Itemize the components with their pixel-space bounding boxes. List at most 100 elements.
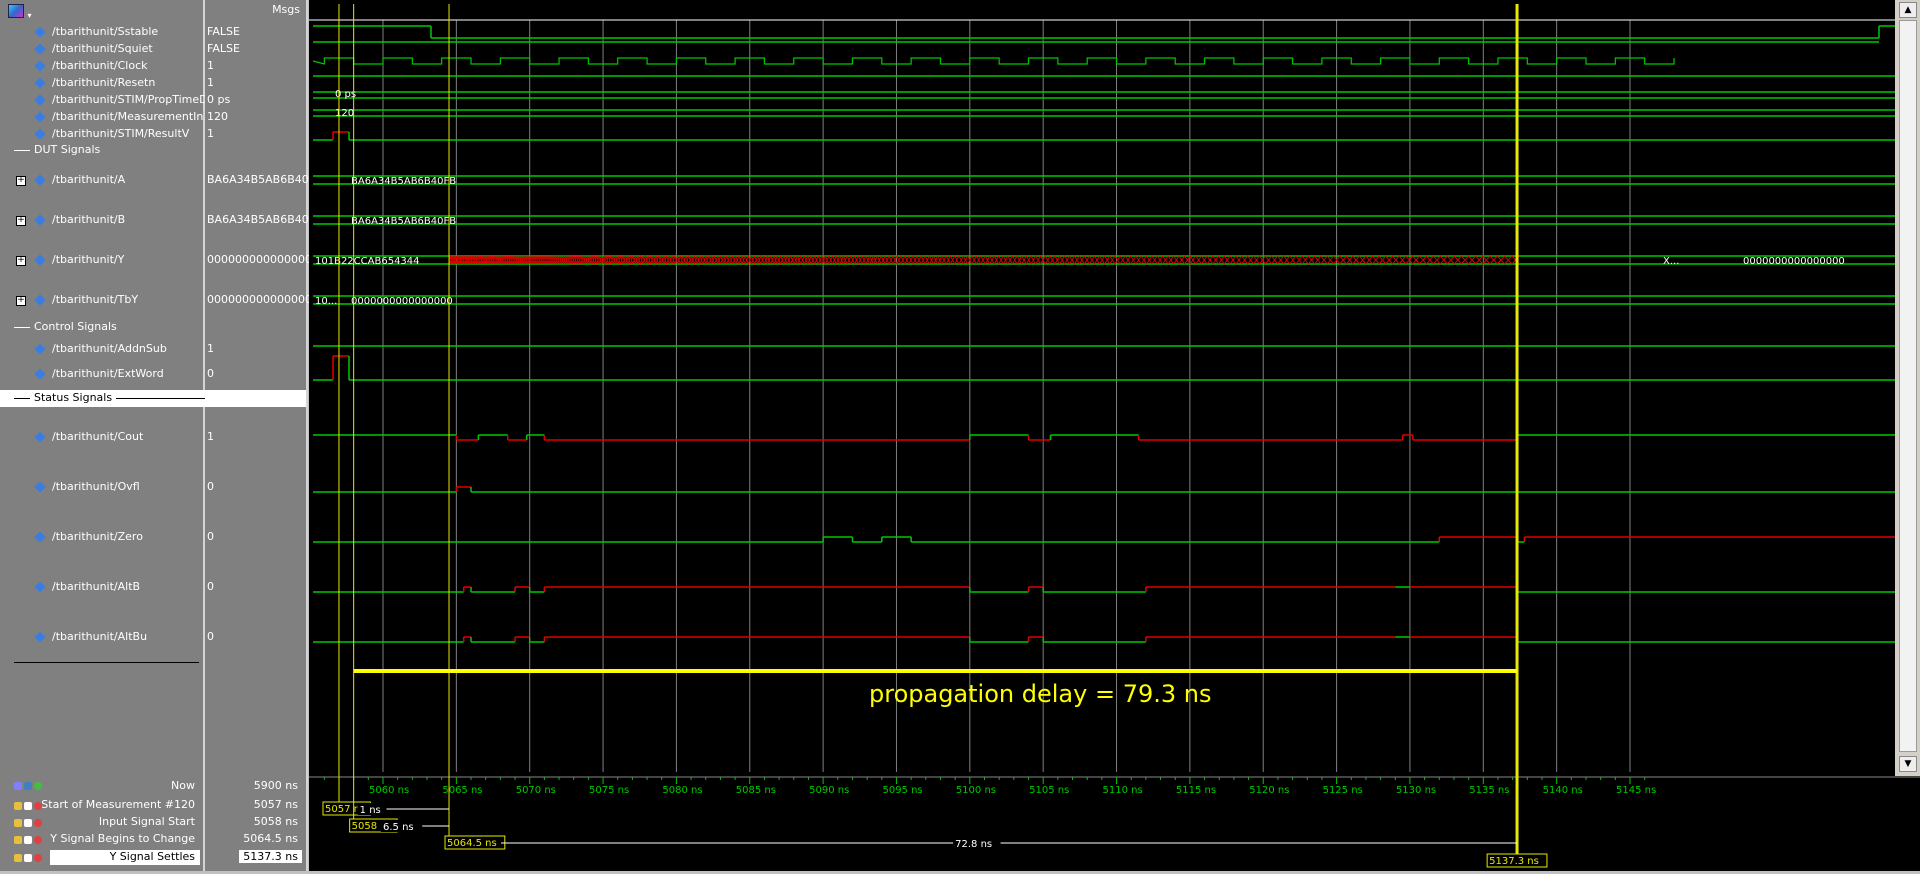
group-label: Control Signals xyxy=(34,320,117,333)
delete-icon[interactable] xyxy=(34,802,42,810)
signal-row-stat-0[interactable]: /tbarithunit/Cout xyxy=(0,429,203,445)
lock-icon[interactable] xyxy=(14,854,22,862)
vertical-scrollbar[interactable]: ▲ ▼ xyxy=(1895,0,1920,776)
signal-row-stat-4[interactable]: /tbarithunit/AltBu xyxy=(0,629,203,645)
delta-label: 6.5 ns xyxy=(383,822,414,833)
signal-row-top-3[interactable]: /tbarithunit/Resetn xyxy=(0,75,203,91)
cursor-timeline-pane[interactable]: 5060 ns 5065 ns 5070 ns 5075 ns 5080 ns 5085 … xyxy=(309,776,1920,871)
lock-icon[interactable] xyxy=(14,802,22,810)
signal-row-stat-1[interactable]: /tbarithunit/Ovfl xyxy=(0,479,203,495)
lock-icon[interactable] xyxy=(14,819,22,827)
signal-diamond-icon xyxy=(34,343,46,355)
signal-row-stat-2[interactable]: /tbarithunit/Zero xyxy=(0,529,203,545)
signal-name: /tbarithunit/STIM/ResultV xyxy=(52,127,190,140)
signal-value: BA6A34B5AB6B40FB xyxy=(207,173,323,186)
signal-diamond-icon xyxy=(34,77,46,89)
signal-row-dut-2[interactable]: + /tbarithunit/Y xyxy=(0,252,203,268)
waveform-canvas[interactable]: 0 ps 120 BA6A34B5AB6B40FB BA6A34B5AB6B40FB 1… xyxy=(309,0,1895,776)
pane-toolbar[interactable]: ▾ xyxy=(8,0,48,20)
signal-value: 0 ps xyxy=(207,93,231,106)
delete-icon[interactable] xyxy=(34,854,42,862)
signal-row-top-2[interactable]: /tbarithunit/Clock xyxy=(0,58,203,74)
divider-line xyxy=(14,326,30,328)
signal-row-ctrl-0[interactable]: /tbarithunit/AddnSub xyxy=(0,341,203,357)
expand-icon[interactable]: + xyxy=(16,295,26,306)
cursor-name[interactable]: Y Signal Settles xyxy=(109,850,195,863)
signal-row-dut-3[interactable]: + /tbarithunit/TbY xyxy=(0,292,203,308)
wave-y-transition xyxy=(448,254,1520,266)
group-divider-control[interactable]: Control Signals xyxy=(14,320,199,333)
signal-diamond-icon xyxy=(34,111,46,123)
ruler-tick-label: 5095 ns xyxy=(882,785,922,796)
signal-value: 1 xyxy=(207,430,214,443)
signal-name: /tbarithunit/AddnSub xyxy=(52,342,167,355)
cursor-value: 5064.5 ns xyxy=(243,832,298,845)
cursor-controls[interactable] xyxy=(14,817,46,829)
signal-row-top-5[interactable]: /tbarithunit/MeasurementIn... xyxy=(0,109,214,125)
cursor-timeline-canvas[interactable]: 5060 ns 5065 ns 5070 ns 5075 ns 5080 ns 5085 … xyxy=(309,776,1920,871)
ruler-tick-label: 5110 ns xyxy=(1103,785,1143,796)
expand-icon[interactable]: + xyxy=(16,215,26,226)
waveform-pane[interactable]: 0 ps 120 BA6A34B5AB6B40FB BA6A34B5AB6B40FB 1… xyxy=(309,0,1895,776)
cursor-controls[interactable] xyxy=(14,800,46,812)
cursor-toolbar[interactable] xyxy=(14,780,46,792)
delete-icon[interactable] xyxy=(34,836,42,844)
cursor-time-label: 5057 ns xyxy=(325,804,365,815)
signal-diamond-icon xyxy=(34,431,46,443)
cursor-name[interactable]: Start of Measurement #120 xyxy=(41,798,195,811)
cursor-controls[interactable] xyxy=(14,834,46,846)
edit-icon[interactable] xyxy=(24,836,32,844)
cursor-name[interactable]: Y Signal Begins to Change xyxy=(50,832,195,845)
signal-name: /tbarithunit/AltB xyxy=(52,580,141,593)
scroll-thumb[interactable] xyxy=(1899,20,1917,752)
lock-icon[interactable] xyxy=(14,836,22,844)
signal-row-ctrl-1[interactable]: /tbarithunit/ExtWord xyxy=(0,366,203,382)
add-cursor-icon[interactable] xyxy=(14,782,22,790)
signal-row-top-0[interactable]: /tbarithunit/Sstable xyxy=(0,24,203,40)
signal-row-dut-1[interactable]: + /tbarithunit/B xyxy=(0,212,203,228)
selected-cursor-band xyxy=(50,850,200,865)
layers-icon[interactable] xyxy=(8,4,24,18)
scroll-down-arrow[interactable]: ▼ xyxy=(1899,756,1917,772)
chevron-down-icon[interactable]: ▾ xyxy=(27,11,32,20)
msgs-header: Msgs xyxy=(272,3,300,16)
signal-row-top-4[interactable]: /tbarithunit/STIM/PropTimeD... xyxy=(0,92,218,108)
expand-icon[interactable]: + xyxy=(16,175,26,186)
group-divider-dut[interactable]: DUT Signals xyxy=(14,143,199,156)
wave-label-y-mid: X... xyxy=(1663,256,1679,267)
wave-clock xyxy=(312,57,1675,65)
cursor-controls[interactable] xyxy=(14,852,46,864)
signal-value: 0000000000000000 xyxy=(207,253,319,266)
signal-row-stat-3[interactable]: /tbarithunit/AltB xyxy=(0,579,203,595)
cursor-name[interactable]: Now xyxy=(171,779,195,792)
expand-icon[interactable]: + xyxy=(16,255,26,266)
edit-icon[interactable] xyxy=(24,802,32,810)
signal-name: /tbarithunit/A xyxy=(52,173,126,186)
delete-icon[interactable] xyxy=(34,782,42,790)
cursor-time-box[interactable] xyxy=(1486,853,1548,868)
ruler-tick-label: 5120 ns xyxy=(1249,785,1289,796)
ruler-tick-label: 5075 ns xyxy=(589,785,629,796)
cursor-value: 5900 ns xyxy=(253,779,298,792)
wave-label-b: BA6A34B5AB6B40FB xyxy=(351,216,456,227)
signal-row-top-6[interactable]: /tbarithunit/STIM/ResultV xyxy=(0,126,203,142)
wave-label-a: BA6A34B5AB6B40FB xyxy=(351,176,456,187)
group-divider-status[interactable]: Status Signals xyxy=(14,391,217,404)
signal-name: /tbarithunit/Resetn xyxy=(52,76,156,89)
cursor-name[interactable]: Input Signal Start xyxy=(98,815,195,828)
signal-diamond-icon xyxy=(34,214,46,226)
edit-icon[interactable] xyxy=(24,854,32,862)
signal-name: /tbarithunit/Clock xyxy=(52,59,148,72)
signal-value: 1 xyxy=(207,127,214,140)
delete-icon[interactable] xyxy=(34,819,42,827)
scroll-up-arrow[interactable]: ▲ xyxy=(1899,2,1917,18)
edit-icon[interactable] xyxy=(24,782,32,790)
delta-label-bg xyxy=(953,837,1001,849)
signal-value: 1 xyxy=(207,76,214,89)
edit-icon[interactable] xyxy=(24,819,32,827)
propagation-bar xyxy=(353,669,1518,673)
signal-name: /tbarithunit/MeasurementIn... xyxy=(52,110,214,123)
signal-row-dut-0[interactable]: + /tbarithunit/A xyxy=(0,172,203,188)
signal-row-top-1[interactable]: /tbarithunit/Squiet xyxy=(0,41,203,57)
signal-value: 1 xyxy=(207,342,214,355)
